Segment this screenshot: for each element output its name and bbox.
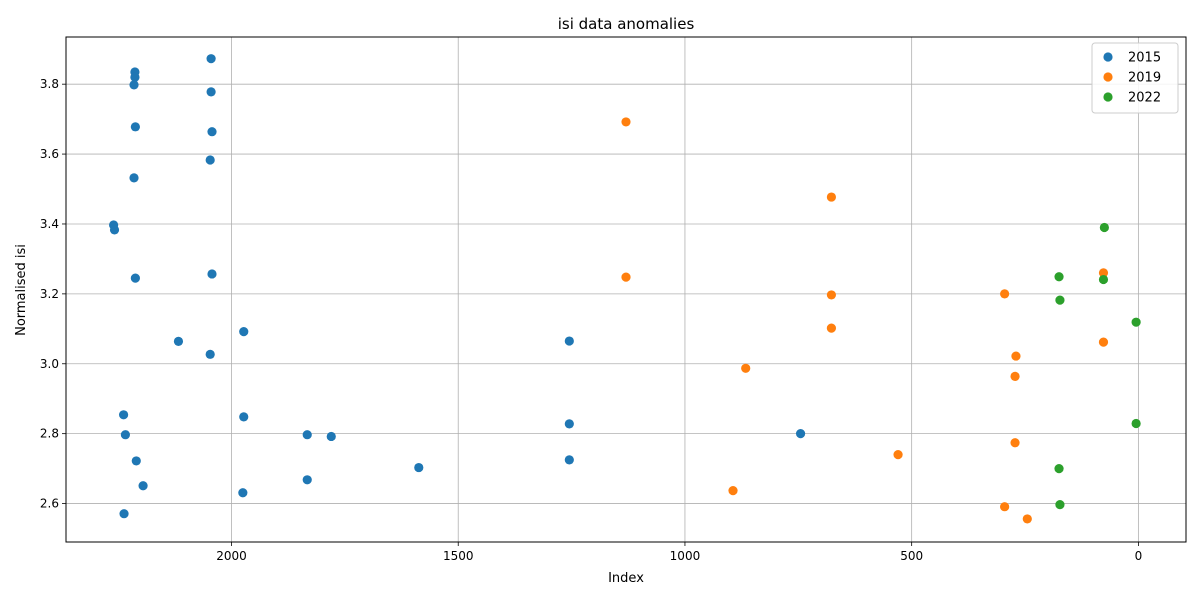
data-point-2015 [130, 122, 140, 132]
x-tick-label: 1000 [670, 549, 701, 563]
legend-marker-2015 [1103, 52, 1113, 62]
data-point-2022 [1054, 272, 1064, 282]
data-point-2015 [414, 462, 424, 473]
grid [66, 37, 1186, 542]
data-point-2015 [207, 269, 217, 279]
data-point-2015 [130, 72, 140, 82]
data-point-2015 [173, 336, 184, 346]
legend-label-2019: 2019 [1128, 71, 1161, 86]
y-tick-label: 3.2 [40, 287, 59, 301]
plot-frame [65, 36, 1187, 543]
data-point-2019 [826, 323, 837, 333]
legend-marker-2019 [1103, 72, 1113, 82]
data-point-2019 [621, 272, 631, 282]
data-point-2015 [109, 225, 120, 235]
data-point-2015 [118, 410, 129, 420]
data-point-2019 [741, 363, 751, 373]
data-point-2015 [238, 488, 248, 498]
legend-box [1091, 42, 1179, 114]
data-point-2022 [1098, 274, 1109, 285]
y-tick-label: 3.0 [40, 357, 59, 371]
data-point-2019 [893, 450, 903, 460]
data-point-2019 [1098, 337, 1109, 347]
data-point-2015 [564, 455, 574, 465]
y-tick-label: 3.8 [40, 77, 59, 91]
data-point-2022 [1054, 464, 1064, 474]
data-point-2022 [1099, 222, 1109, 233]
data-point-2015 [138, 481, 148, 491]
y-tick-label: 2.8 [40, 427, 59, 441]
x-axis-label: Index [608, 571, 644, 586]
data-point-2015 [119, 509, 129, 519]
data-point-2015 [564, 336, 574, 346]
legend-label-2022: 2022 [1128, 91, 1161, 106]
x-tick-label: 2000 [216, 549, 247, 563]
data-point-2015 [302, 475, 312, 485]
data-point-2019 [1022, 514, 1032, 524]
x-tick-label: 500 [900, 549, 923, 563]
data-point-2019 [1011, 351, 1021, 361]
data-point-2015 [795, 429, 806, 439]
data-point-2015 [129, 80, 139, 90]
data-point-2022 [1055, 500, 1065, 510]
data-point-2015 [302, 430, 312, 440]
data-point-2019 [826, 290, 837, 300]
y-axis-label: Normalised isi [14, 244, 29, 336]
data-point-2015 [206, 87, 216, 97]
data-point-2022 [1131, 317, 1141, 327]
data-point-2019 [1000, 289, 1010, 299]
data-point-2015 [205, 155, 215, 165]
data-point-2019 [1010, 438, 1020, 448]
data-point-2015 [129, 173, 139, 183]
y-tick-label: 3.4 [40, 217, 59, 231]
data-point-2015 [239, 327, 249, 337]
data-point-2019 [1098, 268, 1109, 278]
data-point-2019 [1000, 502, 1010, 512]
data-point-2015 [239, 412, 249, 422]
axis-ticks: 2000 1500 1000 500 0 2.6 2.8 3.0 3.2 3.4 3.6 3.8 [40, 77, 1142, 563]
data-points [109, 54, 1141, 524]
data-point-2015 [207, 127, 217, 137]
y-tick-label: 2.6 [40, 497, 59, 511]
data-point-2015 [564, 419, 574, 429]
legend-label-2015: 2015 [1128, 51, 1161, 66]
y-tick-label: 3.6 [40, 147, 59, 161]
chart-title: isi data anomalies [558, 15, 695, 33]
data-point-2019 [1010, 371, 1020, 381]
x-tick-label: 0 [1135, 549, 1143, 563]
data-point-2015 [120, 430, 131, 440]
data-point-2015 [326, 431, 336, 442]
data-point-2019 [826, 192, 837, 202]
data-point-2019 [621, 117, 631, 127]
data-point-2015 [205, 349, 215, 359]
legend-marker-2022 [1103, 92, 1113, 102]
data-point-2022 [1131, 418, 1141, 429]
x-tick-label: 1500 [443, 549, 474, 563]
data-point-2015 [130, 273, 140, 283]
data-point-2015 [206, 54, 216, 64]
legend: 2015 2019 2022 [1091, 42, 1179, 114]
data-point-2015 [131, 456, 141, 466]
data-point-2019 [728, 486, 738, 496]
data-point-2022 [1055, 295, 1065, 305]
